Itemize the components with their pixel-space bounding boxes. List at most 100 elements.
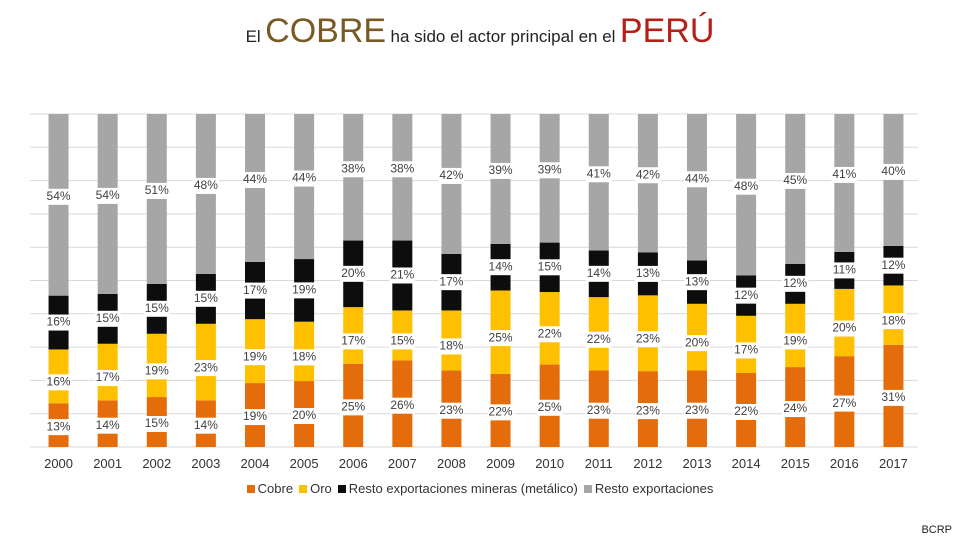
segment-value-label: 22% bbox=[489, 405, 513, 419]
segment-value-label: 25% bbox=[489, 330, 513, 344]
title-part-2: COBRE bbox=[265, 12, 387, 50]
segment-label-background bbox=[683, 274, 711, 291]
segment-value-label: 54% bbox=[47, 189, 71, 203]
segment-label-background bbox=[192, 177, 219, 194]
segment-label-background bbox=[291, 170, 318, 187]
segment-label-background bbox=[438, 167, 465, 184]
segment-label-background bbox=[782, 333, 809, 350]
segment-label-background bbox=[733, 287, 760, 304]
segment-label-background bbox=[143, 300, 170, 317]
x-tick-label: 2014 bbox=[732, 456, 761, 471]
segment-value-label: 23% bbox=[587, 403, 611, 417]
segment-value-label: 17% bbox=[96, 370, 120, 384]
segment-label-background bbox=[389, 267, 416, 284]
segment-value-label: 22% bbox=[538, 326, 562, 340]
segment-value-label: 39% bbox=[489, 163, 513, 177]
segment-label-background bbox=[340, 161, 367, 178]
segment-value-label: 14% bbox=[587, 266, 611, 280]
segment-value-label: 48% bbox=[734, 179, 758, 193]
segment-value-label: 17% bbox=[734, 343, 758, 357]
segment-value-label: 15% bbox=[96, 311, 120, 325]
segment-label-background bbox=[340, 265, 367, 282]
segment-value-label: 48% bbox=[194, 178, 218, 192]
segment-value-label: 14% bbox=[194, 418, 218, 432]
segment-label-background bbox=[831, 262, 857, 279]
segment-label-background bbox=[45, 314, 72, 331]
segment-label-background bbox=[831, 166, 858, 183]
segment-label-background bbox=[143, 416, 170, 433]
segment-value-label: 20% bbox=[292, 408, 316, 422]
segment-label-background bbox=[94, 310, 121, 327]
segment-label-background bbox=[340, 399, 367, 416]
bar-segment bbox=[146, 114, 167, 284]
x-axis-tick-labels: 2000 2001 2002 2003 2004 2005 2006 2007 2008 2009… bbox=[44, 456, 908, 471]
segment-label-background bbox=[45, 374, 72, 391]
segment-label-background bbox=[438, 274, 465, 291]
segment-value-label: 12% bbox=[783, 276, 807, 290]
segment-label-background bbox=[192, 360, 219, 377]
segment-value-label: 18% bbox=[881, 313, 905, 327]
segment-label-background bbox=[585, 331, 612, 348]
segment-label-background bbox=[487, 162, 514, 179]
segment-label-background bbox=[438, 338, 465, 355]
segment-label-background bbox=[536, 326, 563, 343]
legend: Cobre Oro Resto exportaciones mineras (met… bbox=[0, 481, 960, 496]
segment-label-background bbox=[585, 166, 612, 183]
segment-value-label: 19% bbox=[243, 409, 267, 423]
segment-value-label: 13% bbox=[685, 274, 709, 288]
segment-value-label: 18% bbox=[292, 350, 316, 364]
segment-value-label: 44% bbox=[243, 172, 267, 186]
segment-value-label: 18% bbox=[439, 339, 463, 353]
legend-label: Resto exportaciones mineras (metálico) bbox=[348, 481, 578, 496]
segment-label-background bbox=[782, 401, 809, 418]
segment-label-background bbox=[438, 402, 465, 419]
x-tick-label: 2006 bbox=[339, 456, 368, 471]
legend-swatch bbox=[583, 485, 592, 493]
x-tick-label: 2012 bbox=[633, 456, 662, 471]
segment-label-background bbox=[291, 349, 318, 366]
segment-value-label: 19% bbox=[783, 334, 807, 348]
segment-label-background bbox=[733, 342, 760, 359]
segment-value-label: 41% bbox=[832, 167, 856, 181]
segment-label-background bbox=[241, 409, 269, 426]
segment-label-background bbox=[634, 403, 661, 420]
x-tick-label: 2017 bbox=[879, 456, 908, 471]
title-part-3: ha sido el actor principal en el bbox=[390, 27, 616, 46]
segment-label-background bbox=[831, 395, 858, 412]
x-tick-label: 2010 bbox=[535, 456, 564, 471]
segment-value-label: 15% bbox=[145, 301, 169, 315]
segment-value-label: 40% bbox=[881, 164, 905, 178]
segment-value-label: 42% bbox=[636, 167, 660, 181]
segment-value-label: 20% bbox=[341, 266, 365, 280]
segment-value-label: 54% bbox=[96, 188, 120, 202]
segment-label-background bbox=[733, 404, 760, 420]
x-tick-label: 2003 bbox=[191, 456, 220, 471]
segment-value-label: 24% bbox=[783, 401, 807, 415]
segment-label-background bbox=[536, 399, 563, 416]
segment-value-label: 20% bbox=[832, 321, 856, 335]
x-tick-label: 2000 bbox=[44, 456, 73, 471]
segment-label-background bbox=[94, 187, 121, 204]
legend-swatch bbox=[299, 485, 308, 493]
segment-label-background bbox=[733, 178, 760, 195]
segment-value-label: 23% bbox=[685, 403, 709, 417]
segment-label-background bbox=[94, 417, 121, 434]
segment-value-label: 20% bbox=[685, 335, 709, 349]
segment-value-label: 23% bbox=[439, 403, 463, 417]
segment-label-background bbox=[880, 163, 907, 180]
segment-value-label: 19% bbox=[243, 349, 267, 363]
segment-value-label: 15% bbox=[145, 416, 169, 430]
segment-label-background bbox=[831, 320, 858, 337]
segment-label-background bbox=[241, 172, 269, 188]
x-tick-label: 2016 bbox=[830, 456, 859, 471]
segment-value-label: 15% bbox=[194, 291, 218, 305]
segment-label-background bbox=[291, 282, 318, 299]
segment-label-background bbox=[880, 257, 907, 274]
legend-swatch bbox=[337, 485, 346, 493]
legend-item: Resto exportaciones bbox=[583, 481, 713, 496]
segment-label-background bbox=[241, 282, 269, 299]
segment-value-label: 39% bbox=[538, 162, 562, 176]
segment-value-label: 25% bbox=[341, 400, 365, 414]
segment-value-label: 14% bbox=[96, 418, 120, 432]
